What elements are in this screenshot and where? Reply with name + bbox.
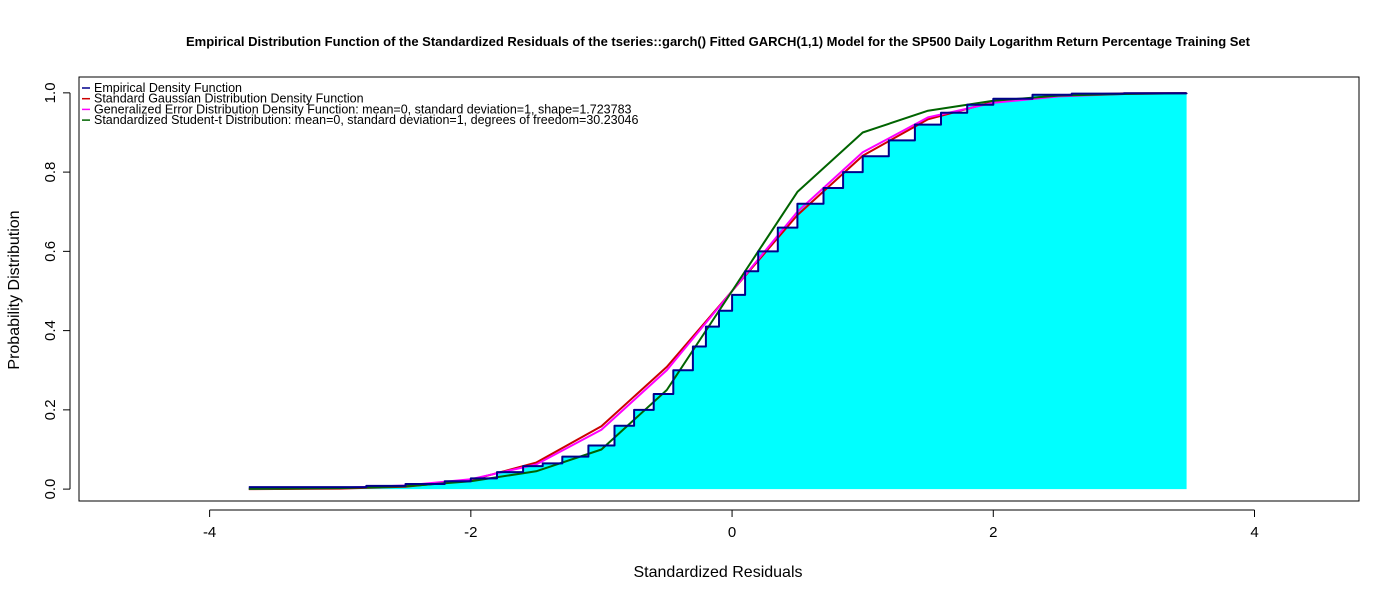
empirical-area-fill (248, 92, 1187, 490)
legend-entry: Standardized Student-t Distribution: mea… (94, 113, 639, 127)
plot-area (248, 92, 1188, 491)
x-tick-label: 4 (1250, 524, 1258, 541)
legend-entry: Generalized Error Distribution Density F… (94, 102, 632, 116)
x-axis-title: Standardized Residuals (634, 564, 803, 581)
x-tick-label: 2 (989, 524, 997, 541)
y-tick-label: 0.2 (42, 399, 59, 420)
plot-frame (78, 76, 1360, 502)
y-tick-label: 0.8 (42, 162, 59, 183)
series-line-empirical-density-function (248, 92, 1188, 489)
x-tick-label: 0 (728, 524, 736, 541)
y-tick-label: 0.0 (42, 479, 59, 500)
x-tick-label: -2 (464, 524, 477, 541)
chart-title: Empirical Distribution Function of the S… (186, 34, 1251, 49)
y-tick-label: 0.6 (42, 241, 59, 262)
y-tick-label: 0.4 (42, 320, 59, 341)
y-axis-title: Probability Distribution (6, 210, 23, 369)
legend-entry: Standard Gaussian Distribution Density F… (94, 92, 364, 106)
legend-entry: Empirical Density Function (94, 81, 242, 95)
y-axis: 0.0 0.2 0.4 0.6 0.8 1.0 (42, 82, 71, 500)
x-tick-label: -4 (203, 524, 216, 541)
y-tick-label: 1.0 (42, 82, 59, 103)
x-axis: -4 -2 0 2 4 (203, 509, 1259, 541)
